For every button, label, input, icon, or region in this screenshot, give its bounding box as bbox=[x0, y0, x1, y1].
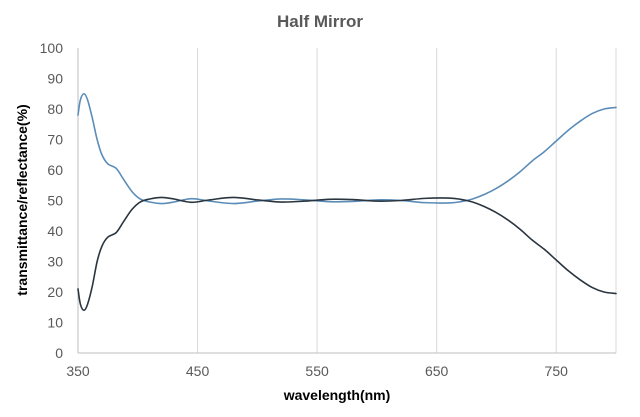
y-tick-label: 10 bbox=[47, 315, 63, 331]
y-tick-label: 70 bbox=[47, 132, 63, 148]
x-tick-label: 550 bbox=[305, 363, 329, 379]
series-line-1 bbox=[77, 92, 617, 205]
series-layer bbox=[77, 92, 617, 312]
tick-layer: 0 10 20 30 40 50 60 70 80 90 100 350 450 550 650 750 bbox=[40, 40, 568, 379]
y-tick-label: 30 bbox=[47, 254, 63, 270]
y-tick-label: 40 bbox=[47, 223, 63, 239]
y-tick-label: 0 bbox=[55, 345, 63, 361]
y-tick-label: 50 bbox=[47, 193, 63, 209]
grid-layer bbox=[197, 48, 617, 353]
series-line-2 bbox=[77, 196, 617, 312]
y-tick-label: 80 bbox=[47, 101, 63, 117]
y-tick-label: 60 bbox=[47, 162, 63, 178]
y-axis-label: transmittance/reflectance(%) bbox=[14, 104, 30, 295]
x-tick-label: 450 bbox=[186, 363, 210, 379]
y-tick-label: 20 bbox=[47, 284, 63, 300]
axis-layer bbox=[77, 48, 616, 354]
x-axis-label: wavelength(nm) bbox=[283, 387, 391, 403]
x-tick-label: 750 bbox=[545, 363, 569, 379]
x-tick-label: 650 bbox=[425, 363, 449, 379]
chart-title: Half Mirror bbox=[277, 12, 363, 31]
y-tick-label: 90 bbox=[47, 71, 63, 87]
y-tick-label: 100 bbox=[40, 40, 64, 56]
x-tick-label: 350 bbox=[66, 363, 90, 379]
